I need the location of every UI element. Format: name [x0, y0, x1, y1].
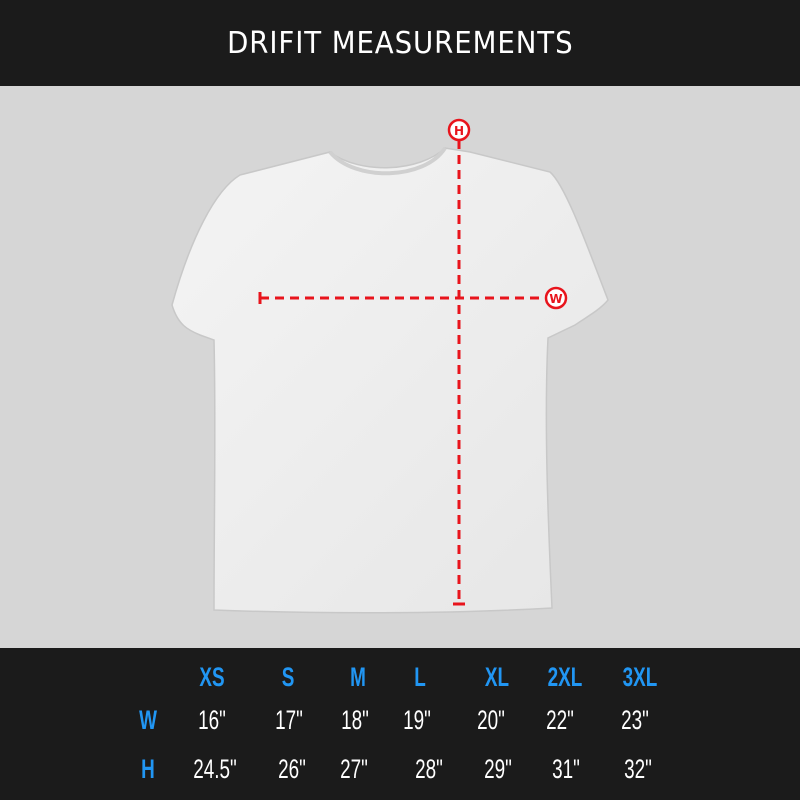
width-value: 18" — [341, 705, 369, 735]
svg-text:W: W — [549, 292, 562, 306]
height-value: 32" — [624, 754, 652, 784]
size-header: S — [281, 662, 295, 692]
height-value: 24.5" — [193, 754, 237, 784]
width-value: 19" — [403, 705, 431, 735]
size-header: 3XL — [622, 662, 658, 692]
size-header: XL — [484, 662, 510, 692]
width-value: 23" — [621, 705, 649, 735]
height-value: 29" — [484, 754, 512, 784]
width-value: 20" — [477, 705, 505, 735]
row-label-width: W — [139, 705, 157, 735]
height-marker: H — [447, 118, 471, 142]
height-value: 31" — [552, 754, 580, 784]
header-bar: DRIFIT MEASUREMENTS — [0, 0, 800, 86]
page-title: DRIFIT MEASUREMENTS — [226, 25, 574, 61]
size-chart: XS S M L XL 2XL 3XL W 16" 17" 18" 19" 20… — [0, 648, 800, 800]
width-value: 22" — [546, 705, 574, 735]
height-value: 26" — [278, 754, 306, 784]
width-value: 16" — [198, 705, 226, 735]
tshirt-image: H W — [171, 118, 609, 614]
tshirt-diagram: H W — [0, 86, 800, 648]
height-value: 27" — [340, 754, 368, 784]
height-value: 28" — [415, 754, 443, 784]
size-header: M — [350, 662, 366, 692]
width-marker: W — [544, 286, 568, 310]
row-label-height: H — [141, 754, 155, 784]
svg-text:H: H — [454, 124, 464, 138]
width-value: 17" — [275, 705, 303, 735]
size-header: 2XL — [547, 662, 583, 692]
size-header: XS — [199, 662, 225, 692]
size-header: L — [414, 662, 426, 692]
